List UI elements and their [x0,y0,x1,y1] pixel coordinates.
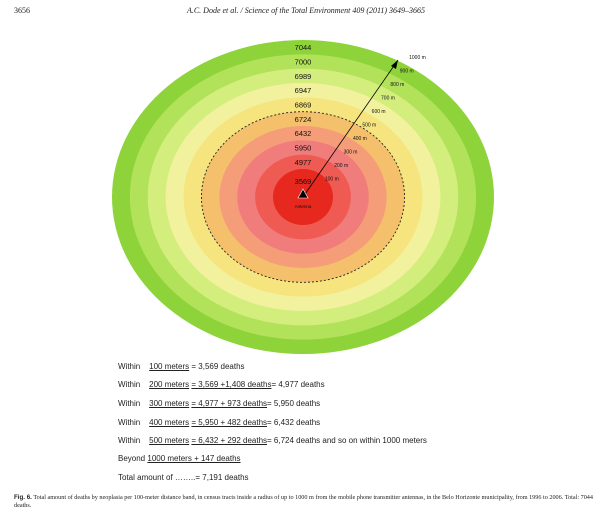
death-count-label: 7000 [295,58,312,67]
distance-label: 300 m [344,150,358,156]
death-count-label: 6989 [295,72,312,81]
summary-line-500: Within 500 meters = 6,432 + 292 deaths= … [118,436,427,445]
figure-caption: Fig. 6. Total amount of deaths by neopla… [14,494,600,510]
antenna-triangle-icon [297,188,309,199]
death-count-label: 6947 [295,86,312,95]
summary-line-beyond: Beyond 1000 meters + 147 deaths [118,454,241,463]
death-count-label: 3569 [295,177,312,186]
death-count-label: 7044 [295,43,312,52]
death-count-label: 6432 [295,129,312,138]
distance-label: 500 m [362,123,376,129]
distance-label: 1000 m [409,55,426,61]
death-count-label: 6724 [295,115,312,124]
summary-line-400: Within 400 meters = 5,950 + 482 deaths= … [118,418,321,427]
concentric-ring-figure: 7044 7000 6989 6947 6869 6724 6432 5950 4977 3569… [112,40,494,354]
distance-label: 700 m [381,96,395,102]
distance-labels: 100 m 200 m 300 m 400 m 500 m 600 m 700 m 800 m… [325,55,426,183]
distance-label: 900 m [400,69,414,75]
distance-label: 800 m [390,82,404,88]
summary-line-200: Within 200 meters = 3,569 +1,408 deaths=… [118,380,325,389]
radius-arrow [302,59,399,198]
dashed-500m-circle [200,111,406,283]
summary-line-300: Within 300 meters = 4,977 + 973 deaths= … [118,399,321,408]
summary-line-total: Total amount of ……..= 7,191 deaths [118,473,249,482]
antenna-label: Antenna [295,204,312,209]
death-count-label: 5950 [295,144,312,153]
death-count-label: 6869 [295,101,312,110]
death-count-label: 4977 [295,158,312,167]
distance-label: 600 m [372,109,386,115]
summary-line-100: Within 100 meters = 3,569 deaths [118,362,245,371]
distance-label: 100 m [325,177,339,183]
caption-label: Fig. 6. [14,494,32,501]
running-head: A.C. Dode et al. / Science of the Total … [186,6,426,15]
death-count-labels: 7044 7000 6989 6947 6869 6724 6432 5950 4977 3569 [295,43,312,186]
caption-text: Total amount of deaths by neoplasia per … [14,494,593,509]
arrow-head [391,60,398,69]
distance-label: 200 m [334,163,348,169]
page-number: 3656 [14,6,30,15]
page-header: 3656 A.C. Dode et al. / Science of the T… [0,6,612,20]
distance-label: 400 m [353,136,367,142]
